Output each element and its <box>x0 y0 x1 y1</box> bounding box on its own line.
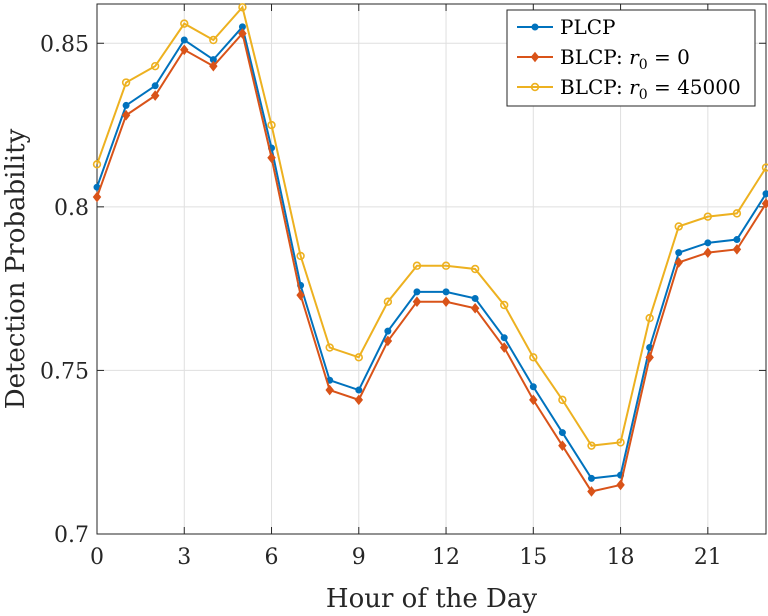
plot-area <box>96 3 767 535</box>
data-point <box>761 163 768 172</box>
series-line <box>96 5 767 447</box>
x-tick-label: 9 <box>352 545 366 570</box>
y-tick-label: 0.75 <box>40 359 89 384</box>
data-point <box>616 479 625 491</box>
data-point <box>500 300 509 310</box>
data-point <box>209 60 218 72</box>
data-point <box>762 190 768 198</box>
legend-marker <box>530 82 540 92</box>
data-point <box>587 474 595 482</box>
series-1 <box>93 23 768 482</box>
y-tick-label: 0.85 <box>40 32 89 57</box>
series-2 <box>92 28 768 497</box>
data-point <box>674 257 683 268</box>
data-point <box>354 394 364 406</box>
data-point <box>150 61 160 71</box>
data-point <box>500 334 508 342</box>
legend-label: BLCP: r0 = 45000 <box>560 75 741 103</box>
x-axis-label: Hour of the Day <box>326 584 537 614</box>
data-point <box>383 335 393 347</box>
data-point <box>151 82 159 90</box>
data-point <box>529 394 538 406</box>
axis-ticks: 0 3 6 9 12 15 18 21 0.7 0.75 0.8 0.85 <box>40 4 766 570</box>
data-point <box>121 78 131 87</box>
data-point <box>412 261 422 270</box>
data-point <box>442 288 450 296</box>
data-point <box>267 152 276 164</box>
x-tick-label: 18 <box>607 545 635 570</box>
data-point <box>296 251 305 261</box>
legend-entry: BLCP: r0 = 0 <box>517 45 690 73</box>
data-point <box>674 222 683 231</box>
x-tick-label: 3 <box>177 545 191 570</box>
x-tick-label: 12 <box>432 545 460 570</box>
data-point <box>761 198 768 209</box>
x-tick-label: 21 <box>694 545 722 570</box>
data-point <box>441 261 451 270</box>
data-point <box>732 209 742 218</box>
data-point <box>499 342 509 353</box>
legend-entry: PLCP <box>517 15 616 39</box>
data-point <box>529 383 537 391</box>
data-point <box>354 353 363 362</box>
data-point <box>529 353 538 362</box>
legend-marker <box>530 51 540 63</box>
data-point <box>296 289 305 301</box>
data-point <box>703 247 713 258</box>
data-point <box>645 313 654 323</box>
data-point <box>92 160 102 169</box>
data-point <box>704 239 712 247</box>
data-point <box>441 296 451 308</box>
data-point <box>384 327 392 335</box>
data-point <box>238 3 247 12</box>
x-tick-label: 6 <box>265 545 279 570</box>
data-point <box>121 109 131 121</box>
data-point <box>558 429 566 437</box>
y-axis-label: Detection Probability <box>1 128 31 409</box>
data-point <box>180 44 189 56</box>
x-tick-label: 0 <box>90 545 104 570</box>
data-point <box>616 438 625 447</box>
data-point <box>325 384 334 396</box>
data-point <box>587 441 596 450</box>
legend-label: PLCP <box>560 15 616 39</box>
series-layer <box>92 3 768 497</box>
data-point <box>209 35 218 45</box>
data-point <box>122 101 130 109</box>
y-tick-label: 0.8 <box>54 196 89 221</box>
data-point <box>413 288 421 296</box>
data-point <box>703 212 713 221</box>
legend-entry: BLCP: r0 = 45000 <box>517 75 741 103</box>
data-point <box>238 28 247 39</box>
data-point <box>355 386 363 394</box>
legend-marker <box>531 23 539 31</box>
data-point <box>558 440 567 451</box>
data-point <box>587 486 596 497</box>
y-tick-label: 0.7 <box>54 523 89 548</box>
legend-label: BLCP: r0 = 0 <box>560 45 690 73</box>
data-point <box>180 36 188 44</box>
data-point <box>733 236 741 244</box>
data-point <box>558 395 567 405</box>
data-point <box>732 244 742 255</box>
data-point <box>325 343 334 352</box>
data-point <box>267 120 276 130</box>
data-point <box>92 191 102 203</box>
data-point <box>412 296 422 308</box>
data-point <box>470 302 480 314</box>
data-point <box>471 294 479 302</box>
x-tick-label: 15 <box>519 545 547 570</box>
data-point <box>470 264 480 274</box>
data-point <box>675 249 683 257</box>
data-point <box>383 297 393 306</box>
data-point <box>645 352 654 363</box>
data-point <box>180 19 189 28</box>
data-point <box>150 90 160 101</box>
series-line <box>96 24 767 480</box>
series-line <box>96 31 767 493</box>
series-3 <box>92 3 768 450</box>
